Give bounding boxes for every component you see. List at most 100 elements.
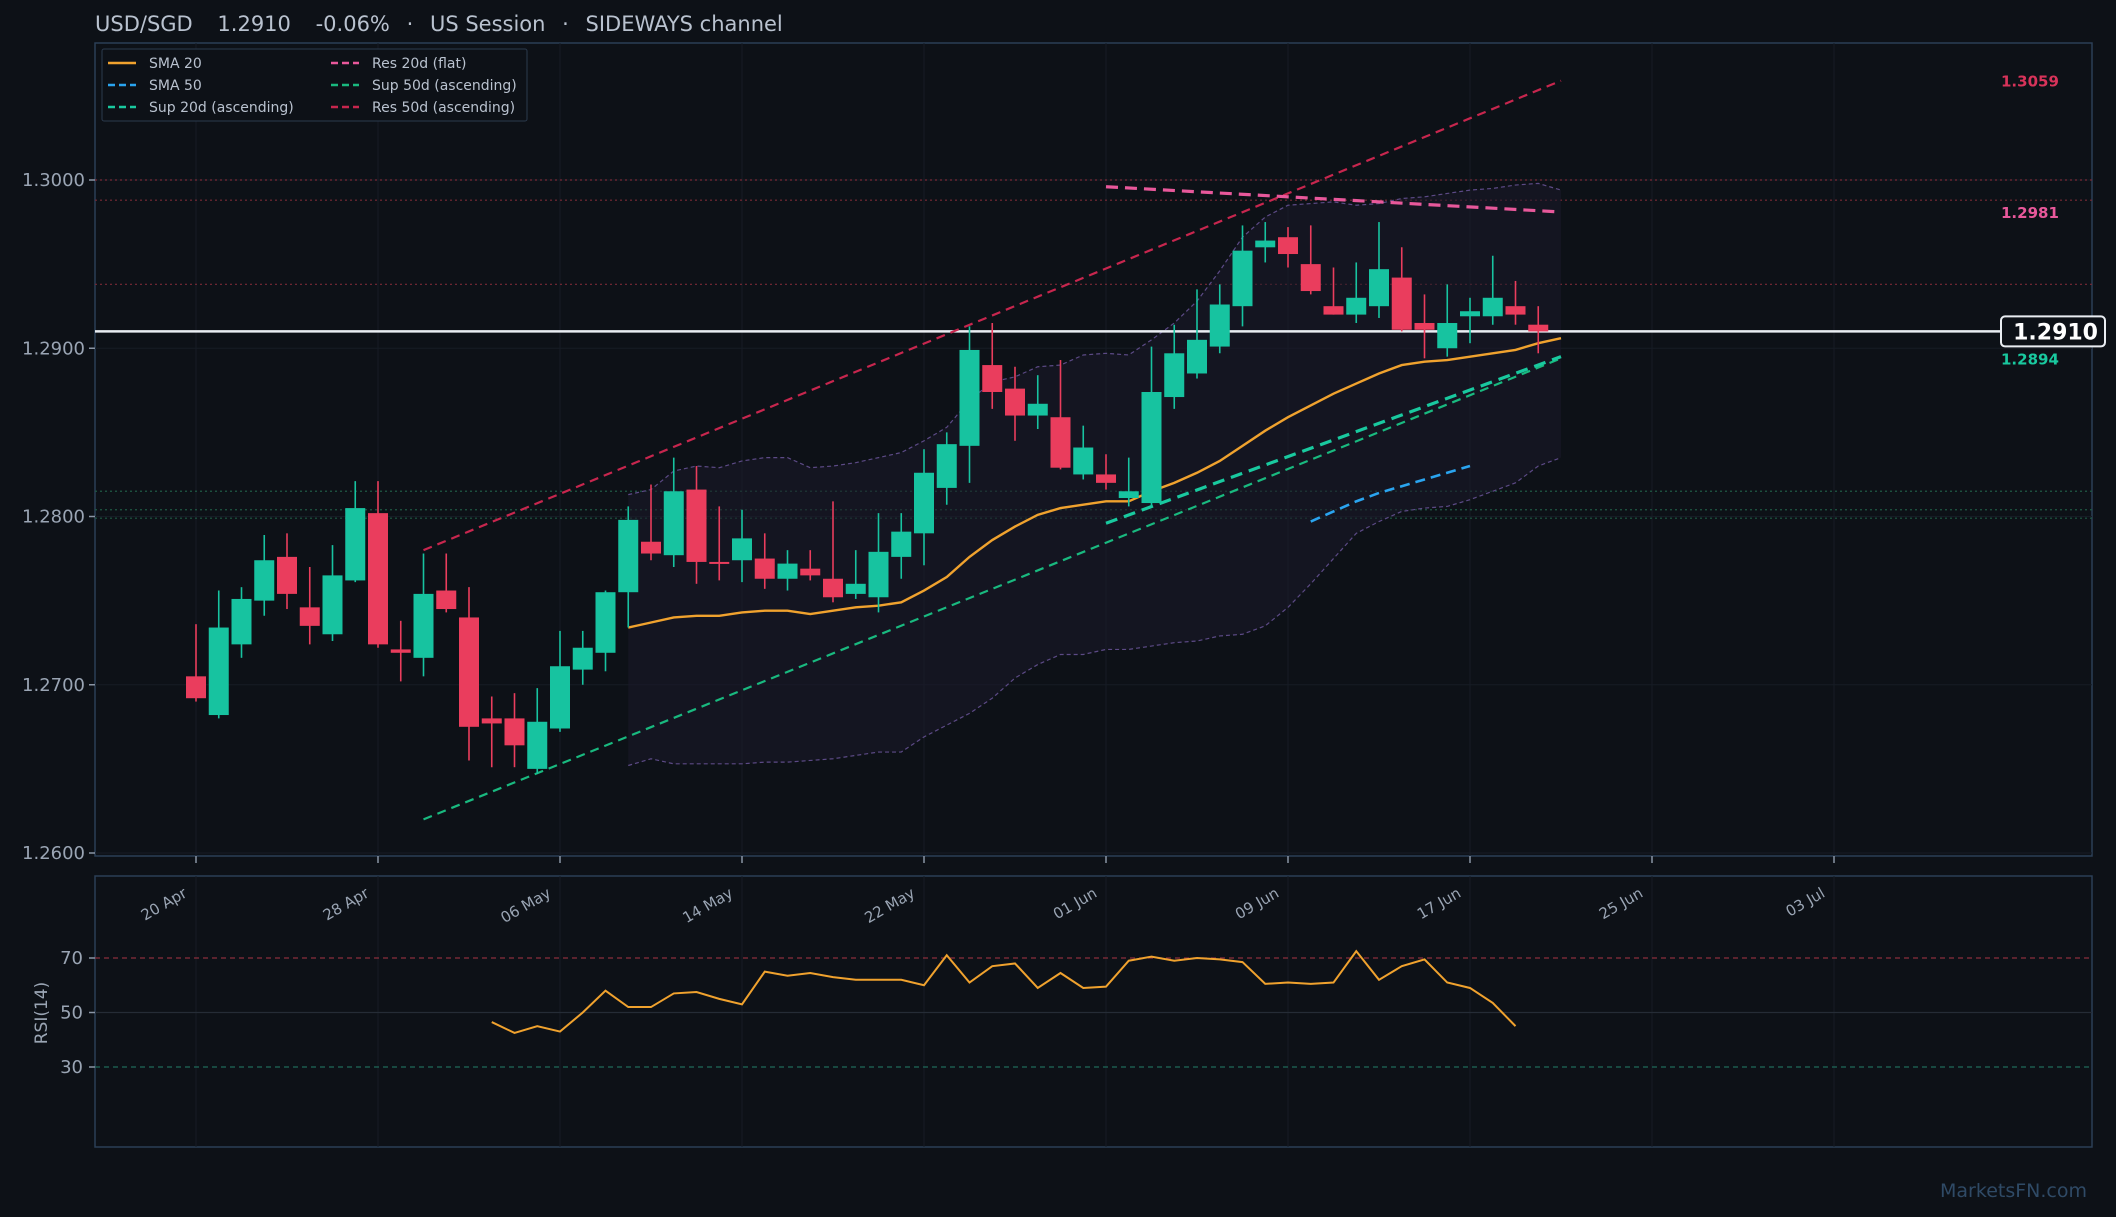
legend-label: SMA 50	[149, 78, 202, 94]
candle-body	[1437, 323, 1458, 349]
candle	[1482, 255, 1503, 325]
title-sep-1: ·	[407, 12, 414, 36]
candle	[1323, 267, 1344, 315]
candle	[1187, 289, 1207, 379]
sup-50d-line	[423, 357, 1562, 821]
candle-body	[368, 513, 388, 645]
candle-body	[527, 721, 548, 769]
candle-body	[663, 491, 684, 556]
candle-body	[868, 551, 889, 598]
candle	[1300, 225, 1321, 295]
bollinger-upper	[628, 182, 1562, 496]
candle-body	[504, 718, 525, 746]
candle-body	[1209, 304, 1230, 347]
candle	[1255, 222, 1276, 263]
candle-body	[1164, 353, 1185, 398]
level-label: 1.3059	[2001, 73, 2059, 91]
candle	[1118, 457, 1139, 507]
title-change: -0.06%	[316, 12, 390, 36]
watermark: MarketsFN.com	[1940, 1180, 2087, 1202]
candle	[686, 466, 707, 584]
candle-body	[1482, 297, 1503, 317]
candle-body	[1255, 240, 1276, 248]
rsi-tick-label: 50	[60, 1003, 83, 1024]
candle-body	[572, 647, 593, 670]
current-price-label: 1.2910	[2013, 320, 2098, 345]
candle	[1391, 247, 1412, 332]
candle-body	[1505, 306, 1526, 315]
candle	[208, 590, 229, 719]
candle	[345, 481, 366, 583]
candle-body	[1323, 306, 1344, 315]
candle	[595, 590, 616, 672]
candle-body	[299, 607, 320, 626]
candle	[1346, 262, 1367, 324]
candle	[663, 457, 684, 567]
candle-body	[1528, 324, 1549, 332]
candle-body	[231, 598, 252, 645]
candle	[709, 506, 730, 581]
candle-body	[322, 575, 343, 635]
candle-body	[709, 561, 730, 564]
legend-box	[101, 48, 528, 122]
candle-body	[277, 556, 297, 594]
candle	[436, 553, 457, 613]
candle	[868, 513, 889, 613]
candle-body	[1050, 417, 1071, 468]
rsi-tick-label: 30	[60, 1057, 83, 1078]
candle-body	[208, 627, 229, 716]
candle-body	[186, 676, 206, 699]
candle-body	[413, 593, 434, 658]
candle	[1050, 360, 1071, 470]
candle-body	[1232, 250, 1253, 307]
y-tick-label: 1.3000	[22, 170, 85, 191]
legend-label: Sup 50d (ascending)	[372, 78, 517, 94]
candle	[1460, 297, 1480, 344]
candle	[823, 501, 843, 603]
candle-body	[1187, 339, 1207, 374]
candle-body	[641, 541, 661, 554]
candle	[390, 620, 411, 682]
candle	[368, 481, 388, 648]
candle-body	[982, 365, 1003, 392]
candle-body	[1300, 264, 1321, 292]
title-pair: USD/SGD	[95, 12, 193, 36]
level-label: 1.2981	[2001, 204, 2059, 222]
candle-body	[436, 590, 457, 610]
candle	[936, 432, 957, 505]
candle-body	[1027, 403, 1048, 416]
candle	[322, 545, 343, 642]
candle-body	[1278, 237, 1298, 255]
candle	[459, 587, 479, 761]
rsi-panel-frame	[94, 875, 2093, 1148]
candle-body	[345, 508, 366, 581]
sup-20d-line	[1105, 355, 1562, 525]
candle	[618, 506, 639, 628]
candle	[1005, 366, 1025, 441]
candle	[1232, 225, 1253, 327]
candle-body	[959, 349, 980, 446]
rsi-tick-label: 70	[60, 948, 83, 969]
candle	[891, 513, 912, 579]
legend-label: SMA 20	[149, 56, 202, 72]
rsi-line	[491, 949, 1517, 1035]
chart-title: USD/SGD 1.2910 -0.06% · US Session · SID…	[95, 12, 783, 36]
candle	[413, 553, 434, 677]
candle	[800, 550, 821, 581]
candle	[1414, 294, 1435, 359]
candle	[845, 550, 866, 599]
candle-body	[914, 472, 934, 534]
candle	[550, 630, 570, 732]
level-label: 1.2894	[2001, 350, 2059, 368]
y-tick-label: 1.2900	[22, 338, 85, 359]
candle-body	[891, 531, 912, 557]
candle	[1369, 222, 1389, 318]
candle-body	[686, 489, 707, 562]
candle	[1209, 284, 1230, 354]
candle	[1278, 227, 1298, 268]
candle	[1073, 425, 1094, 480]
candle-body	[1141, 391, 1162, 504]
candle	[1528, 306, 1549, 354]
candle	[277, 533, 297, 610]
